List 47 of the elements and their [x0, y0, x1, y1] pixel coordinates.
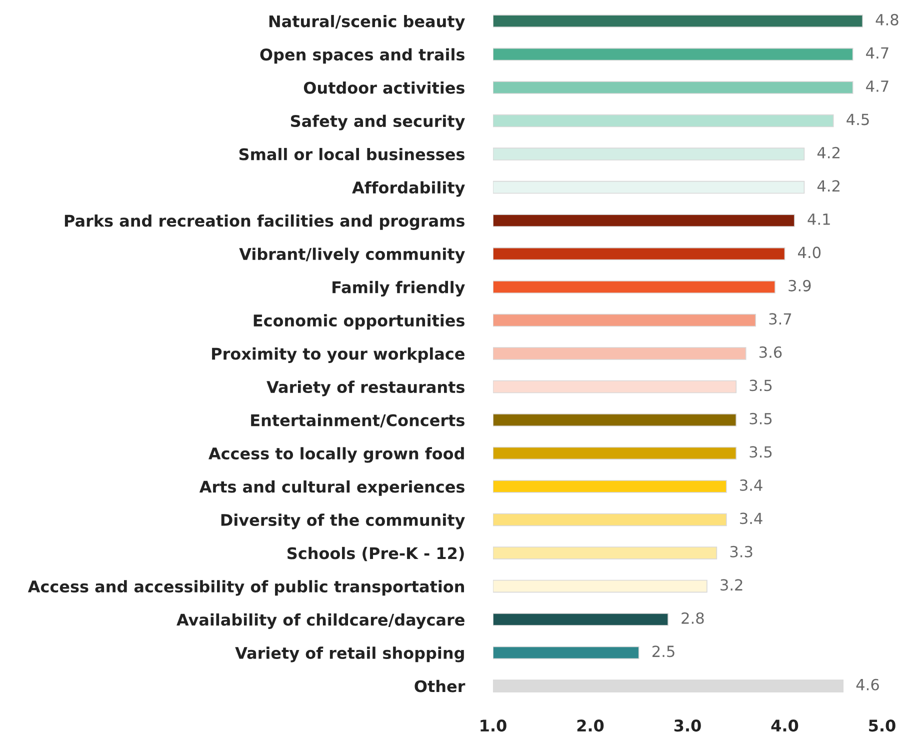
y-tick-label: Entertainment/Concerts: [251, 414, 464, 428]
data-label: 3.6: [760, 346, 782, 358]
y-tick-label: Schools (Pre-K - 12): [288, 546, 464, 562]
data-label: 3.5: [750, 446, 772, 458]
y-tick-label: Variety of retail shopping: [235, 646, 464, 662]
data-label: 3.7: [769, 313, 792, 325]
data-label: 4.0: [798, 246, 821, 258]
y-tick-label: Diversity of the community: [221, 514, 465, 530]
data-label: 4.2: [817, 146, 840, 158]
data-label: 4.5: [846, 114, 869, 126]
x-tick-label: 5.0: [869, 720, 896, 732]
y-tick-label: Small or local businesses: [239, 148, 464, 160]
data-label: 4.6: [856, 678, 879, 690]
y-tick-label: Other: [414, 680, 466, 692]
y-tick-label: Availability of childcare/daycare: [176, 613, 464, 629]
data-label: 3.3: [730, 546, 752, 558]
y-tick-label: Outdoor activities: [304, 81, 464, 94]
data-label: 4.8: [876, 14, 898, 26]
y-tick-label: Vibrant/lively community: [239, 248, 465, 264]
data-label: 2.5: [652, 646, 674, 658]
data-label: 3.9: [788, 280, 811, 292]
y-tick-label: Open spaces and trails: [260, 48, 464, 64]
y-tick-label: Arts and cultural experiences: [199, 480, 464, 496]
data-label: 2.8: [682, 612, 704, 624]
data-label: 3.4: [740, 479, 762, 491]
y-tick-label: Economic opportunities: [254, 314, 464, 330]
data-label: 3.5: [750, 412, 772, 424]
data-label: 3.4: [740, 512, 762, 524]
data-label: 4.2: [817, 180, 840, 192]
y-tick-label: Access to locally grown food: [208, 447, 464, 463]
y-tick-label: Access and accessibility of public transportation: [28, 580, 464, 596]
data-label: 3.5: [750, 380, 772, 392]
y-tick-label: Family friendly: [332, 280, 465, 297]
y-tick-label: Safety and security: [290, 114, 465, 130]
data-label: 4.7: [866, 47, 888, 58]
data-label: 4.7: [866, 80, 888, 92]
x-tick-label: 2.0: [577, 720, 604, 732]
y-tick-label: Parks and recreation facilities and programs: [64, 214, 464, 230]
y-tick-label: Variety of restaurants: [266, 380, 464, 396]
x-tick-label: 4.0: [771, 720, 798, 732]
x-tick-label: 1.0: [480, 720, 506, 732]
data-label: 4.1: [808, 214, 830, 225]
y-tick-label: Proximity to your workplace: [212, 347, 464, 364]
y-tick-label: Natural/scenic beauty: [269, 14, 465, 31]
data-label: 3.2: [720, 579, 742, 591]
x-tick-label: 3.0: [674, 720, 701, 732]
y-tick-label: Affordability: [352, 181, 465, 197]
